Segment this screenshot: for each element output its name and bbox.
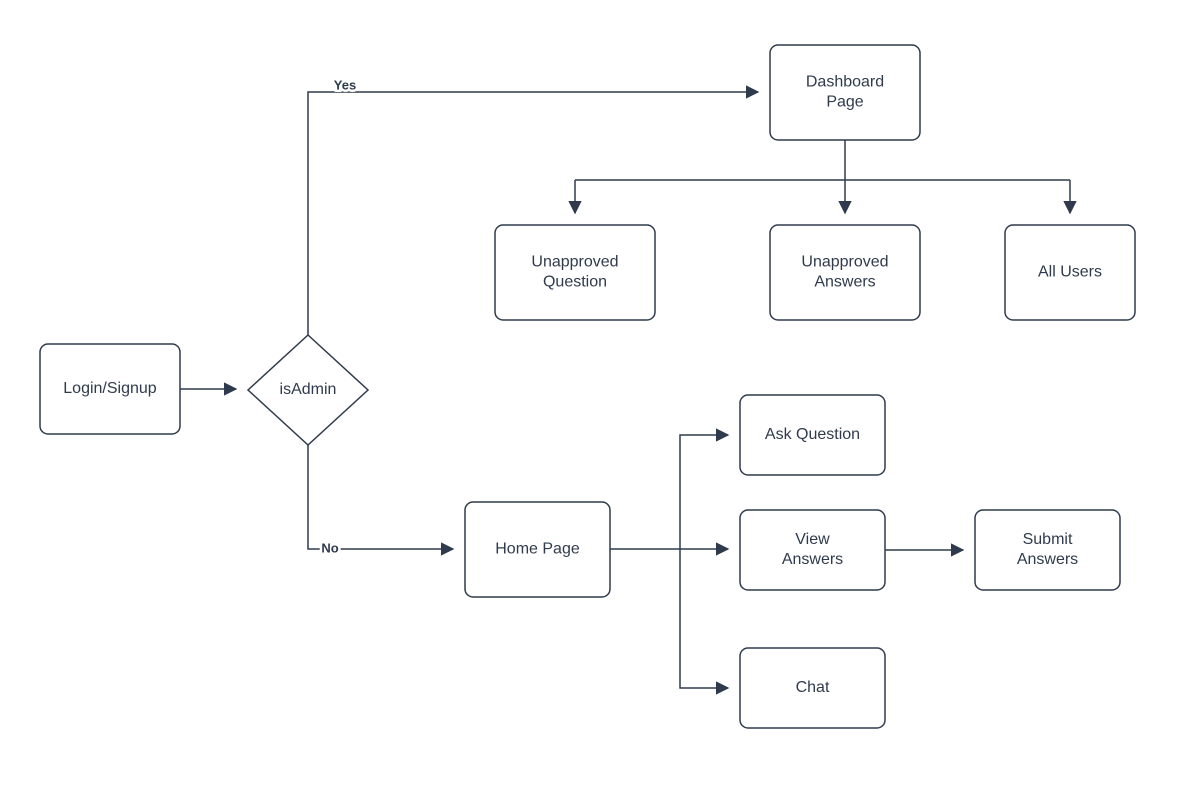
node-ask: Ask Question: [740, 395, 885, 475]
node-label-dashboard-l0: Dashboard: [806, 74, 884, 91]
node-label-unq-l0: Unapproved: [531, 254, 618, 271]
node-label-chat: Chat: [796, 679, 830, 696]
node-view: View Answers: [740, 510, 885, 590]
node-dashboard: Dashboard Page: [770, 45, 920, 140]
edge-label-isAdmin-yes: Yes: [334, 77, 356, 92]
node-label-isAdmin: isAdmin: [280, 381, 337, 398]
edge-isAdmin-no: [308, 445, 453, 549]
node-shape-submit: [975, 510, 1120, 590]
node-shape-unq: [495, 225, 655, 320]
node-submit: Submit Answers: [975, 510, 1120, 590]
node-unq: Unapproved Question: [495, 225, 655, 320]
node-label-una-l0: Unapproved: [801, 254, 888, 271]
node-shape-view: [740, 510, 885, 590]
node-label-unq-l1: Question: [543, 274, 607, 291]
node-shape-dashboard: [770, 45, 920, 140]
node-label-dashboard-l1: Page: [826, 94, 863, 111]
node-label-submit-l1: Answers: [1017, 551, 1078, 568]
node-una: Unapproved Answers: [770, 225, 920, 320]
node-isAdmin: isAdmin: [248, 335, 368, 445]
node-allusers: All Users: [1005, 225, 1135, 320]
node-login: Login/Signup: [40, 344, 180, 434]
edge-label-isAdmin-no: No: [321, 540, 338, 555]
flowchart-canvas: YesYesNoNoLogin/SignupisAdminDashboardPa…: [0, 0, 1177, 811]
node-label-ask: Ask Question: [765, 426, 860, 443]
node-label-login: Login/Signup: [63, 380, 157, 397]
node-label-view-l0: View: [795, 531, 830, 548]
node-label-una-l1: Answers: [814, 274, 875, 291]
nodes-group: Login/Signup isAdmin Dashboard Page Unapprov…: [40, 45, 1135, 728]
edge-home-ask: [680, 435, 728, 549]
node-shape-una: [770, 225, 920, 320]
node-chat: Chat: [740, 648, 885, 728]
node-label-allusers: All Users: [1038, 264, 1102, 281]
node-home: Home Page: [465, 502, 610, 597]
node-label-view-l1: Answers: [782, 551, 843, 568]
node-label-submit-l0: Submit: [1023, 531, 1073, 548]
edge-home-chat: [680, 549, 728, 688]
node-label-home: Home Page: [495, 541, 580, 558]
